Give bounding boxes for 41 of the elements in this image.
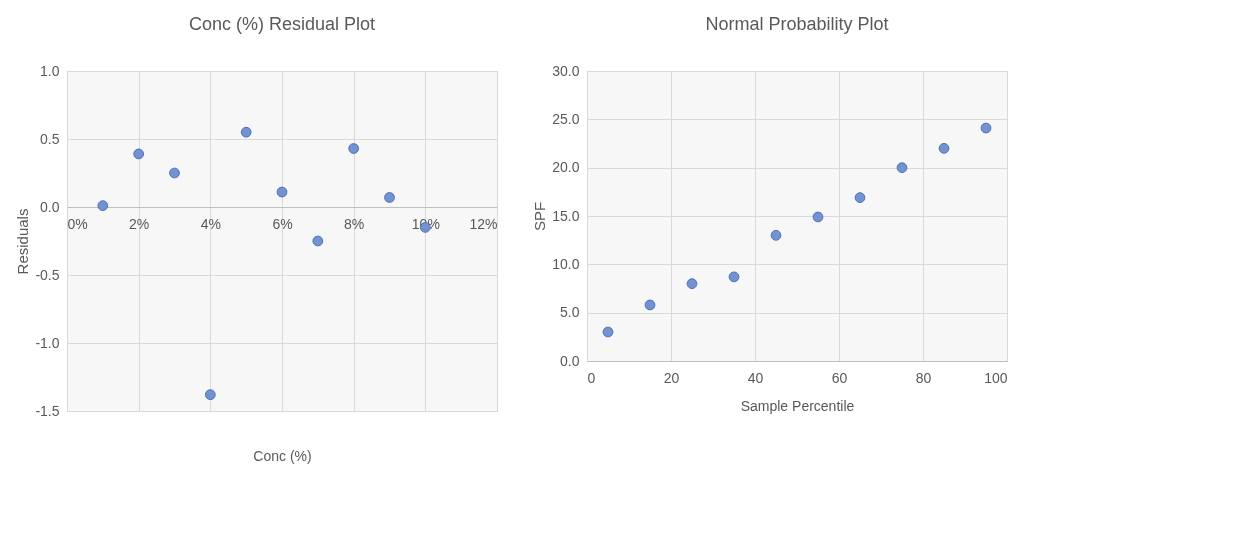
y-tick-label: 30.0 [552, 62, 580, 79]
x-tick-label: 20 [663, 369, 680, 386]
x-tick-label: 2% [129, 215, 150, 232]
y-tick-label: 25.0 [552, 110, 580, 127]
point [896, 162, 908, 174]
y-tick-label: 0.0 [560, 352, 580, 369]
chart-title: Conc (%) Residual Plot [188, 14, 376, 34]
point [938, 142, 950, 154]
y-axis-title: SPF [531, 201, 549, 232]
point [644, 299, 656, 311]
y-tick-label: -1.5 [35, 402, 60, 419]
point [602, 326, 614, 338]
x-tick-label: 60 [831, 369, 848, 386]
y-tick-label: -0.5 [35, 266, 60, 283]
point [770, 229, 782, 241]
x-tick-label: 100 [984, 369, 1008, 386]
y-tick-label: -1.0 [35, 334, 60, 351]
x-tick-label: 4% [200, 215, 221, 232]
y-axis-title: Residuals [14, 208, 32, 275]
point [686, 278, 698, 290]
y-tick-label: 20.0 [552, 159, 580, 176]
x-tick-label: 0% [67, 215, 88, 232]
x-tick-label: 0 [587, 369, 596, 386]
y-tick-label: 0.5 [40, 130, 60, 147]
y-tick-label: 1.0 [40, 62, 60, 79]
y-tick-label: 0.0 [40, 198, 60, 215]
x-axis-title: Sample Percentile [740, 397, 855, 414]
y-tick-label: 15.0 [552, 207, 580, 224]
point [728, 271, 740, 283]
point [812, 211, 824, 223]
x-tick-label: 6% [272, 215, 293, 232]
point [854, 192, 866, 203]
y-tick-label: 5.0 [560, 304, 580, 321]
y-tick-label: 10.0 [552, 255, 580, 272]
point [980, 122, 992, 134]
x-tick-label: 12% [469, 215, 498, 232]
chart-title: Normal Probability Plot [705, 14, 889, 34]
x-tick-label: 8% [344, 215, 365, 232]
x-tick-label: 80 [915, 369, 932, 386]
x-axis-title: Conc (%) [253, 447, 312, 464]
x-tick-label: 40 [747, 369, 764, 386]
